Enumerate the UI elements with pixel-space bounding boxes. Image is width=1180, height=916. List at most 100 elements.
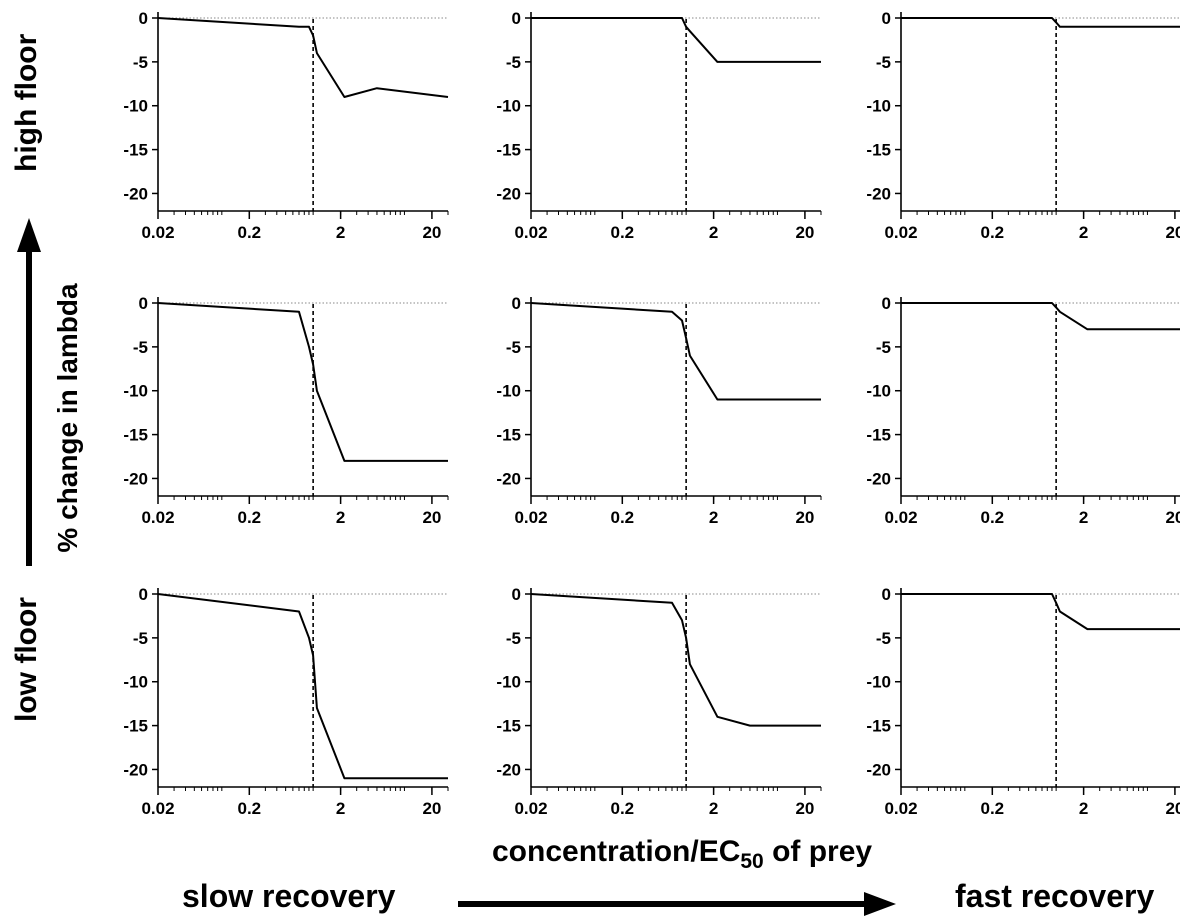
panel-middle-middle-y-tick-label: -5 xyxy=(506,338,521,357)
panel-middle-middle-x-tick-label: 0.02 xyxy=(514,508,547,527)
panel-middle-middle-x-tick-label: 20 xyxy=(795,508,814,527)
panel-middle-slow-series-line xyxy=(157,302,448,462)
panel-middle-fast-y-tick-label: -15 xyxy=(866,426,891,445)
panel-middle-slow-x-tick-label: 20 xyxy=(422,508,441,527)
panel-low-slow-y-tick-label: -5 xyxy=(133,629,148,648)
panel-low-middle-x-tick-label: 0.02 xyxy=(514,799,547,818)
panel-high-fast: 0 -5 -10 -15 -20 0.02 0.2 2 20 xyxy=(866,9,1180,242)
panel-low-slow-y-tick-label: -20 xyxy=(123,760,148,779)
panel-low-middle-x-tick-label: 20 xyxy=(795,799,814,818)
panel-high-slow-series-line xyxy=(157,17,449,98)
x-axis-label-main: concentration/EC xyxy=(492,835,741,868)
x-axis-label: concentration/EC50 of prey xyxy=(492,835,872,874)
panel-high-slow-y-tick-label: 0 xyxy=(139,9,148,28)
panel-low-slow-x-tick-label: 0.2 xyxy=(237,799,261,818)
panel-low-fast-series-line xyxy=(901,593,1180,631)
panel-high-middle-series-line xyxy=(531,17,821,63)
panel-middle-middle-y-tick-label: 0 xyxy=(512,294,521,313)
panel-middle-middle-x-tick-label: 2 xyxy=(709,508,718,527)
panel-high-slow-x-tick-label: 0.2 xyxy=(237,223,261,242)
panel-low-middle-y-tick-label: -10 xyxy=(496,673,521,692)
panel-low-middle-x-tick-label: 0.2 xyxy=(610,799,634,818)
panel-middle-slow-y-tick-label: -15 xyxy=(123,426,148,445)
panel-grid: 0-5-10-15-200.02 0.2 2 200-5-10-15-200.02 0.… xyxy=(123,9,1180,818)
panel-high-slow-y-tick-label: -15 xyxy=(123,141,148,160)
panel-high-middle-y-tick-label: -10 xyxy=(496,97,521,116)
panel-high-fast-x-tick-label: 0.02 xyxy=(884,223,917,242)
panel-low-slow-y-tick-label: -15 xyxy=(123,717,148,736)
panel-low-middle-series-line xyxy=(530,593,821,727)
panel-middle-middle-series-line xyxy=(530,302,821,401)
panel-high-middle-x-tick-label: 2 xyxy=(709,223,718,242)
panel-low-fast-y-tick-label: -5 xyxy=(876,629,891,648)
panel-low-fast-y-tick-label: -15 xyxy=(866,717,891,736)
panel-low-middle-y-tick-label: -20 xyxy=(496,760,521,779)
panel-low-slow-series-line xyxy=(157,593,448,780)
panel-low-slow: 0 -5 -10 -15 -20 0.02 0.2 2 20 xyxy=(123,585,449,818)
panel-high-middle-y-tick-label: -20 xyxy=(496,184,521,203)
panel-middle-middle-y-tick-label: -10 xyxy=(496,382,521,401)
panel-high-fast-series-line xyxy=(901,17,1180,28)
panel-middle-fast-y-tick-label: 0 xyxy=(882,294,891,313)
panel-low-fast-y-tick-label: -20 xyxy=(866,760,891,779)
panel-low-slow-y-tick-label: -10 xyxy=(123,673,148,692)
panel-middle-fast: 0 -5 -10 -15 -20 0.02 0.2 2 20 xyxy=(866,294,1180,527)
x-axis-label-tail: of prey xyxy=(763,835,873,868)
panel-high-middle-x-tick-label: 0.2 xyxy=(610,223,634,242)
panel-high-fast-x-tick-label: 0.2 xyxy=(980,223,1004,242)
panel-low-slow-x-tick-label: 20 xyxy=(422,799,441,818)
panel-low-fast-x-tick-label: 20 xyxy=(1165,799,1180,818)
panel-middle-middle-y-tick-label: -20 xyxy=(496,469,521,488)
panel-low-fast-x-tick-label: 0.2 xyxy=(980,799,1004,818)
panel-low-slow-x-tick-label: 0.02 xyxy=(141,799,174,818)
panel-middle-fast-x-tick-label: 0.2 xyxy=(980,508,1004,527)
panel-middle-fast-y-tick-label: -5 xyxy=(876,338,891,357)
panel-high-fast-y-tick-label: -10 xyxy=(866,97,891,116)
panel-middle-slow-y-tick-label: -10 xyxy=(123,382,148,401)
panel-middle-slow-y-tick-label: -20 xyxy=(123,469,148,488)
panel-low-fast-x-tick-label: 2 xyxy=(1079,799,1088,818)
panel-high-fast-x-tick-label: 20 xyxy=(1165,223,1180,242)
panel-high-middle-x-tick-label: 0.02 xyxy=(514,223,547,242)
panel-low-fast-x-tick-label: 0.02 xyxy=(884,799,917,818)
panel-low-slow-x-tick-label: 2 xyxy=(336,799,345,818)
panel-low-slow-y-tick-label: 0 xyxy=(139,585,148,604)
column-label-slow-recovery: slow recovery xyxy=(182,878,396,914)
panel-low-middle-x-tick-label: 2 xyxy=(709,799,718,818)
y-axis-label: % change in lambda xyxy=(52,283,83,553)
panel-middle-middle: 0 -5 -10 -15 -20 0.02 0.2 2 20 xyxy=(496,294,822,527)
recovery-arrow-head xyxy=(864,892,896,916)
panel-middle-fast-y-tick-label: -20 xyxy=(866,469,891,488)
panel-low-middle-y-tick-label: 0 xyxy=(512,585,521,604)
panel-low-middle-y-tick-label: -15 xyxy=(496,717,521,736)
panel-low-fast: 0 -5 -10 -15 -20 0.02 0.2 2 20 xyxy=(866,585,1180,818)
panel-high-fast-y-tick-label: -5 xyxy=(876,53,891,72)
panel-middle-slow-x-tick-label: 0.2 xyxy=(237,508,261,527)
panel-high-slow: 0 -5 -10 -15 -20 0.02 0.2 2 20 xyxy=(123,9,449,242)
panel-middle-middle-x-tick-label: 0.2 xyxy=(610,508,634,527)
panel-middle-fast-y-tick-label: -10 xyxy=(866,382,891,401)
panel-middle-slow-y-tick-label: -5 xyxy=(133,338,148,357)
x-axis-label-subscript: 50 xyxy=(740,850,764,873)
panel-high-fast-y-tick-label: -20 xyxy=(866,184,891,203)
panel-high-middle-y-tick-label: -5 xyxy=(506,53,521,72)
panel-high-fast-y-tick-label: -15 xyxy=(866,141,891,160)
panel-middle-slow-y-tick-label: 0 xyxy=(139,294,148,313)
panel-middle-fast-x-tick-label: 0.02 xyxy=(884,508,917,527)
panel-middle-slow-x-tick-label: 0.02 xyxy=(141,508,174,527)
panel-high-middle-y-tick-label: -15 xyxy=(496,141,521,160)
floor-arrow-head xyxy=(17,218,41,252)
panel-low-fast-y-tick-label: 0 xyxy=(882,585,891,604)
row-label-high-floor: high floor xyxy=(10,33,43,172)
panel-middle-fast-series-line xyxy=(901,302,1180,331)
panel-high-slow-x-tick-label: 20 xyxy=(422,223,441,242)
panel-high-slow-y-tick-label: -20 xyxy=(123,184,148,203)
panel-high-slow-y-tick-label: -5 xyxy=(133,53,148,72)
panel-high-middle-x-tick-label: 20 xyxy=(795,223,814,242)
panel-low-middle-y-tick-label: -5 xyxy=(506,629,521,648)
panel-middle-middle-y-tick-label: -15 xyxy=(496,426,521,445)
panel-high-middle: 0 -5 -10 -15 -20 0.02 0.2 2 20 xyxy=(496,9,822,242)
panel-high-middle-y-tick-label: 0 xyxy=(512,9,521,28)
panel-middle-slow-x-tick-label: 2 xyxy=(336,508,345,527)
